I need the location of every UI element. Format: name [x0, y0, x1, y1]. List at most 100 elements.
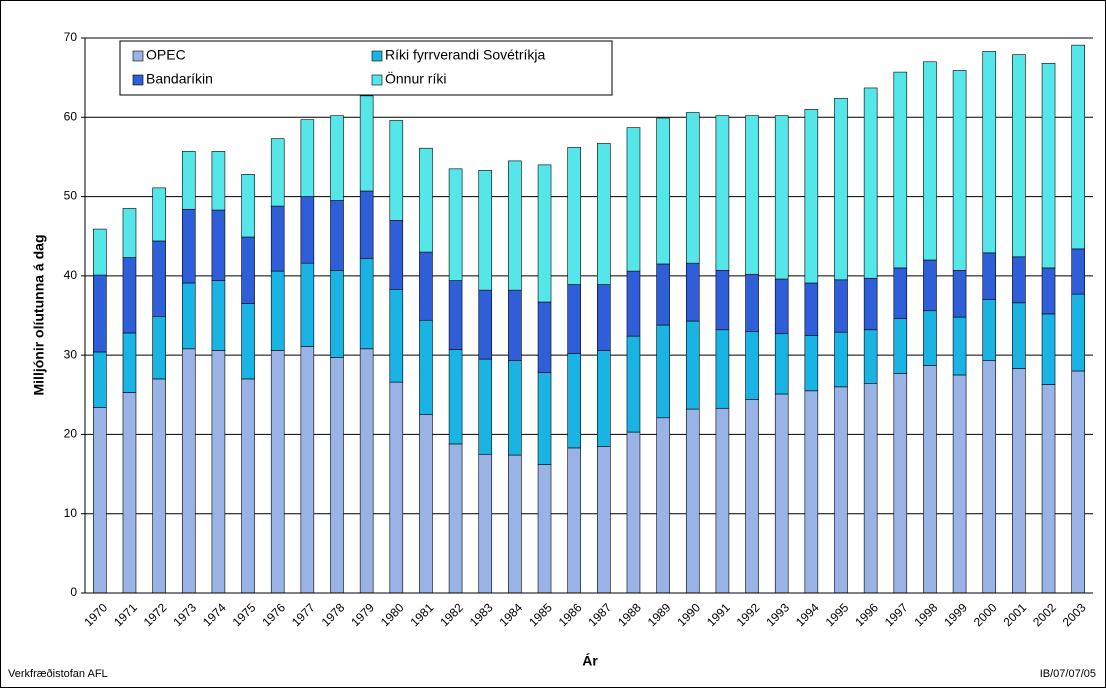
bar-segment	[93, 228, 107, 276]
bar-segment	[211, 280, 226, 351]
bar-segment	[389, 289, 404, 383]
bar-segment	[834, 331, 848, 388]
bar-segment	[567, 147, 581, 285]
bar-segment	[1041, 384, 1056, 594]
bar-segment	[715, 407, 730, 594]
bar-segment	[834, 279, 848, 333]
bar-segment	[982, 51, 997, 254]
bar-segment	[122, 208, 137, 258]
bar-segment	[300, 346, 315, 594]
bar-segment	[537, 464, 552, 594]
bar-segment	[241, 236, 255, 304]
bar-segment	[152, 187, 166, 242]
bar-segment	[952, 70, 967, 271]
bar-segment	[300, 262, 315, 347]
bar-segment	[448, 280, 463, 350]
y-tick-label: 30	[64, 347, 78, 361]
bar-segment	[834, 97, 848, 281]
bar-segment	[685, 408, 700, 594]
bar-segment	[982, 252, 997, 300]
footer-right: IB/07/07/05	[1040, 668, 1096, 680]
bar-segment	[863, 277, 878, 331]
bar-segment	[419, 147, 433, 253]
bar-segment	[774, 333, 789, 395]
bar-segment	[359, 348, 374, 594]
bar-segment	[181, 282, 196, 350]
legend-label: Bandaríkin	[146, 71, 213, 87]
bar-segment	[152, 378, 166, 594]
bar-segment	[300, 196, 315, 264]
bar-segment	[685, 112, 700, 264]
bar-segment	[656, 417, 670, 594]
bar-segment	[270, 270, 285, 351]
bar-segment	[656, 324, 670, 419]
legend-swatch	[371, 74, 383, 86]
bar-segment	[359, 95, 374, 192]
bar-segment	[270, 350, 285, 594]
bar-segment	[241, 174, 255, 238]
bar-segment	[923, 61, 937, 261]
bar-segment	[478, 289, 493, 360]
bar-segment	[804, 109, 819, 284]
bar-segment	[419, 319, 433, 415]
bar-segment	[241, 303, 255, 380]
y-tick-label: 50	[64, 189, 78, 203]
bar-segment	[389, 381, 404, 594]
bar-segment	[508, 454, 522, 594]
bar-segment	[597, 143, 611, 285]
bar-segment	[1071, 370, 1085, 594]
bar-segment	[982, 360, 997, 594]
bar-segment	[685, 262, 700, 322]
legend-label: Önnur ríki	[385, 70, 446, 87]
bar-segment	[508, 289, 522, 361]
bar-segment	[330, 200, 344, 271]
bar-segment	[478, 358, 493, 455]
bar-segment	[93, 407, 107, 594]
bar-segment	[626, 127, 641, 272]
bar-segment	[1041, 267, 1056, 315]
bar-segment	[626, 431, 641, 594]
bar-segment	[804, 335, 819, 392]
legend-swatch	[371, 50, 383, 62]
bar-segment	[597, 446, 611, 594]
bar-segment	[715, 329, 730, 409]
bar-segment	[448, 349, 463, 445]
bar-segment	[211, 350, 226, 594]
bar-segment	[211, 151, 226, 211]
bar-segment	[774, 115, 789, 280]
bar-segment	[537, 164, 552, 303]
bar-segment	[597, 284, 611, 351]
bar-segment	[834, 386, 848, 594]
y-tick-label: 70	[64, 30, 78, 44]
y-tick-label: 10	[64, 506, 78, 520]
bar-segment	[893, 373, 908, 594]
bar-segment	[122, 332, 137, 393]
bar-segment	[419, 251, 433, 321]
bar-segment	[952, 374, 967, 594]
bar-segment	[181, 208, 196, 284]
bar-segment	[745, 273, 759, 332]
bar-segment	[893, 71, 908, 269]
bar-segment	[359, 190, 374, 259]
bar-segment	[152, 240, 166, 317]
bar-segment	[626, 270, 641, 337]
bar-segment	[804, 390, 819, 594]
bar-segment	[656, 263, 670, 326]
bar-segment	[93, 351, 107, 408]
bar-segment	[626, 335, 641, 433]
footer-left: Verkfræðistofan AFL	[8, 668, 108, 680]
bar-segment	[567, 447, 581, 594]
bar-segment	[211, 209, 226, 281]
bar-segment	[597, 350, 611, 447]
bar-segment	[1012, 368, 1026, 594]
bar-segment	[1071, 248, 1085, 295]
legend-swatch	[132, 74, 144, 86]
plot-area	[85, 38, 1093, 593]
bar-segment	[152, 315, 166, 380]
bar-segment	[508, 160, 522, 291]
x-axis-title: Ár	[582, 653, 598, 669]
bar-segment	[93, 274, 107, 353]
bar-segment	[122, 257, 137, 334]
bar-segment	[330, 357, 344, 594]
bar-segment	[982, 299, 997, 361]
